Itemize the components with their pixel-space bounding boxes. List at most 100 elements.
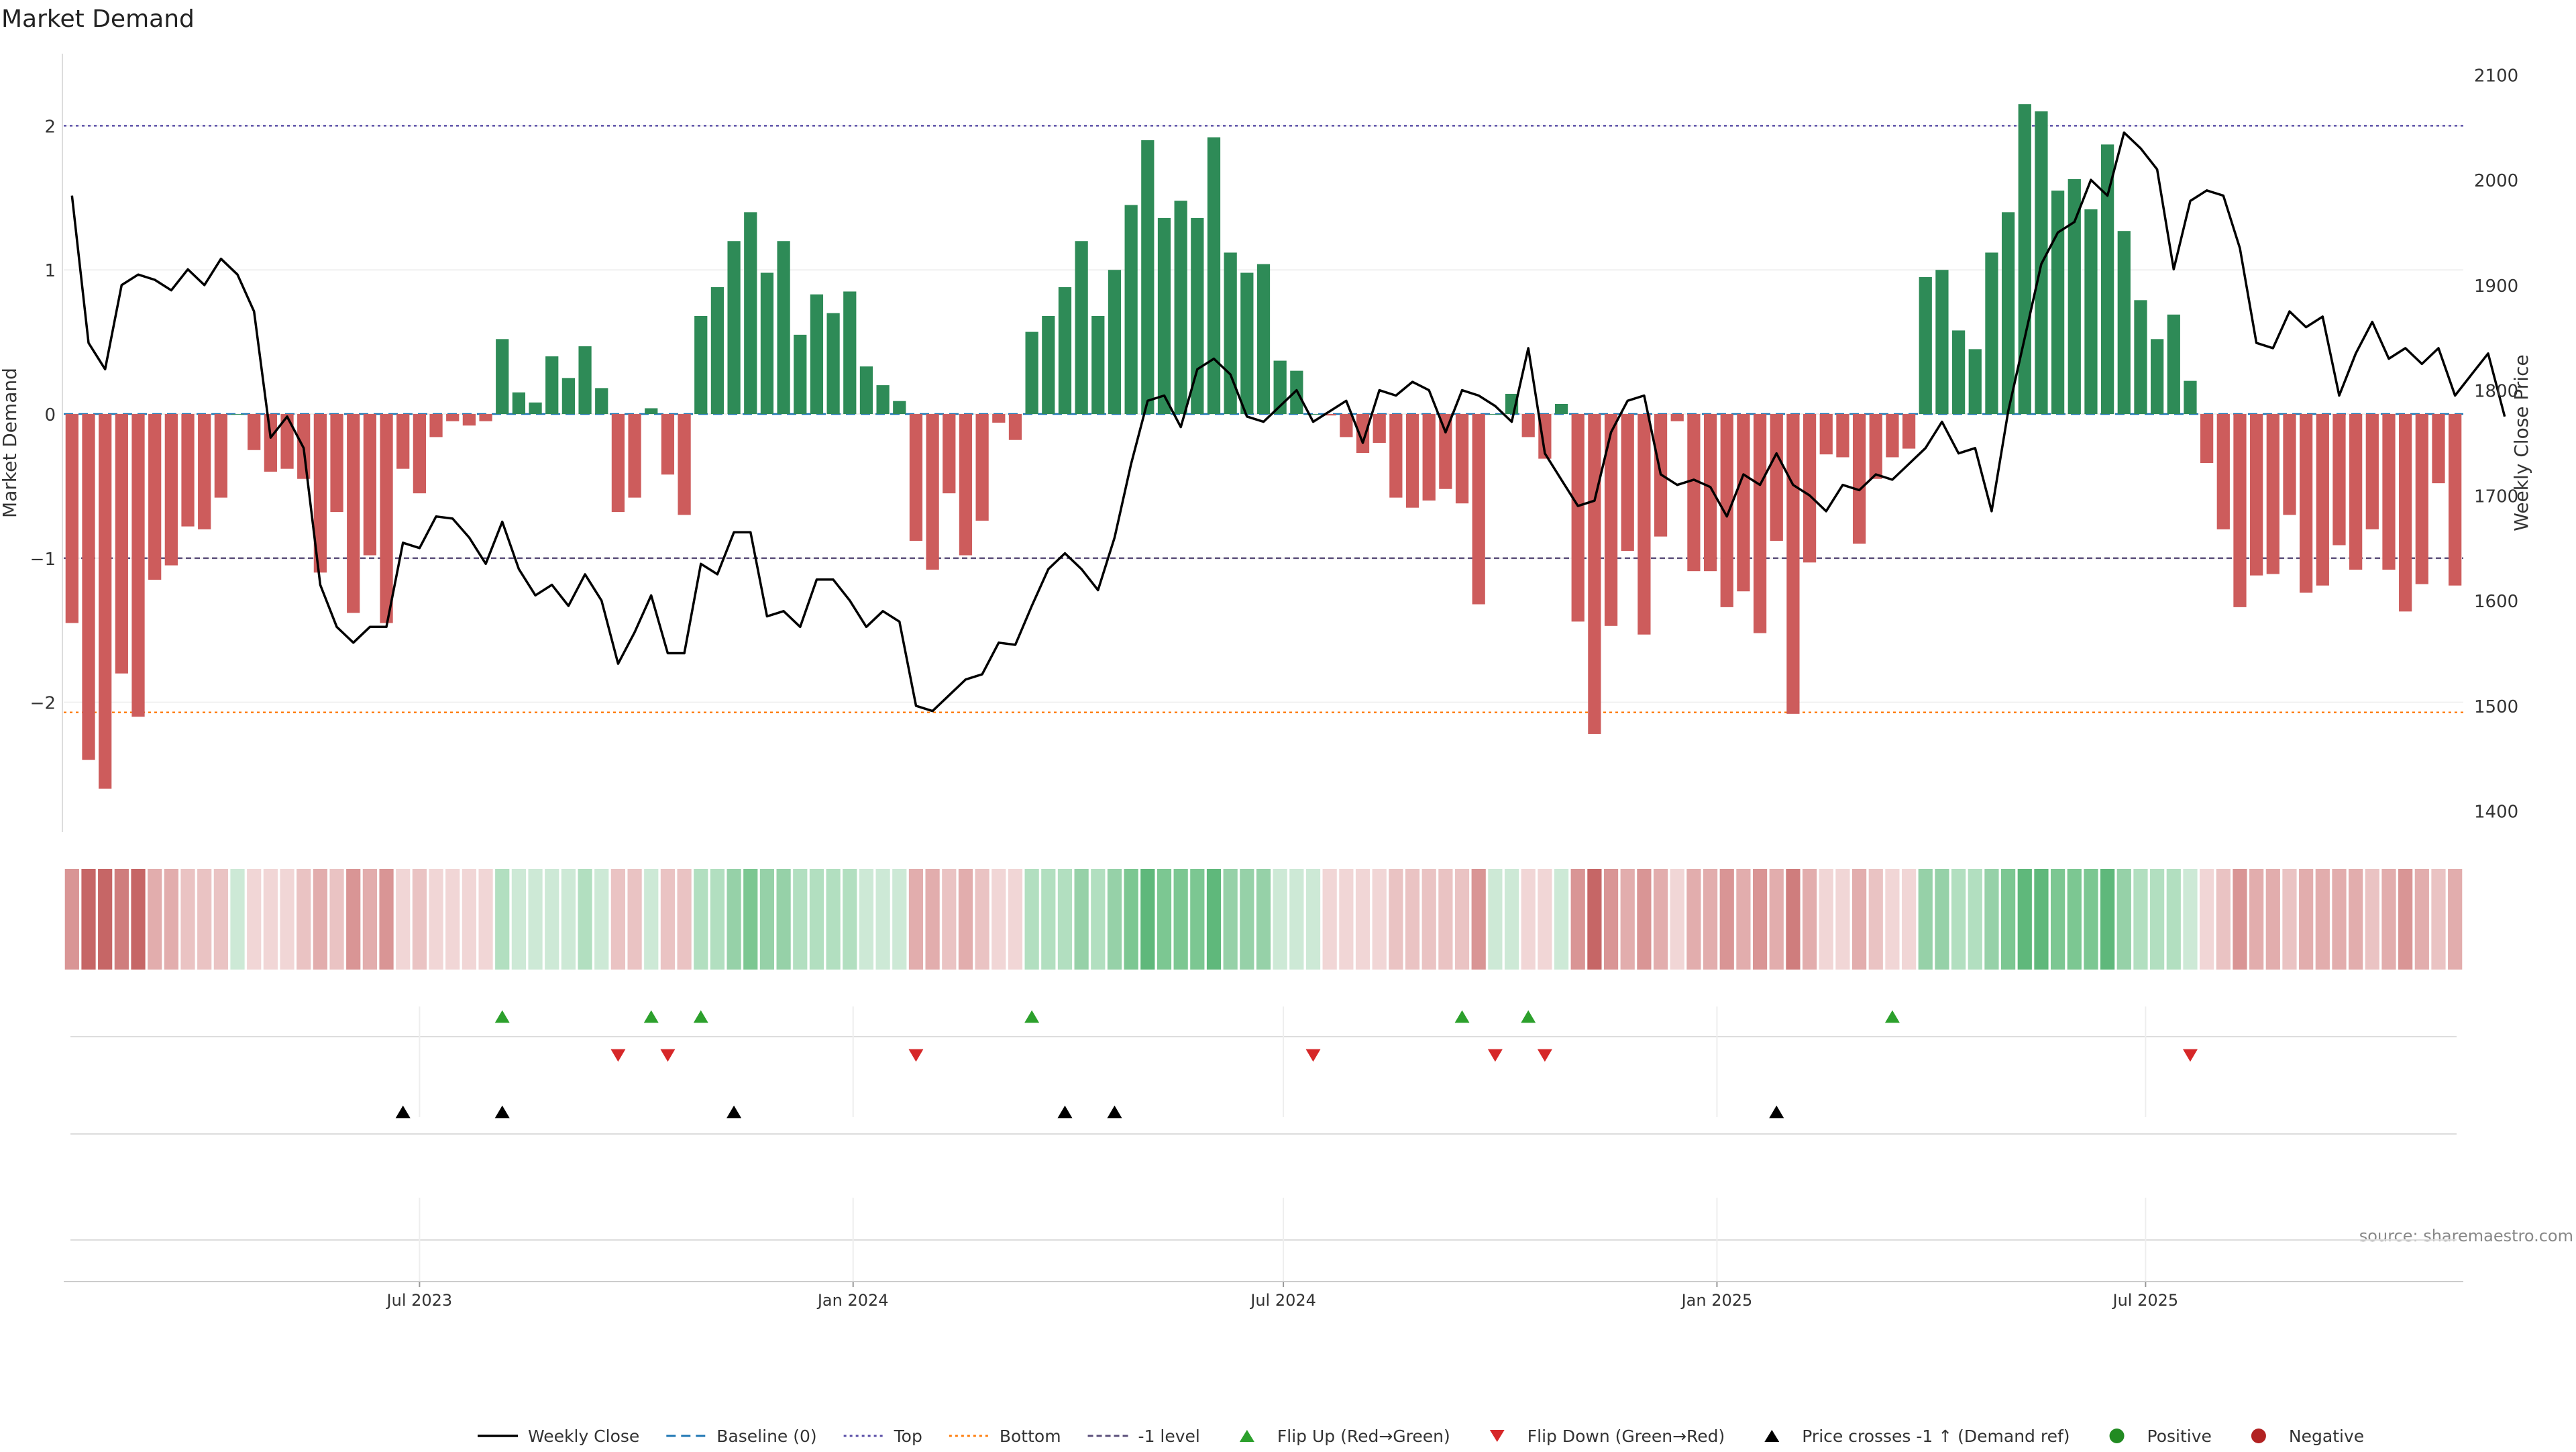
heat-cell — [64, 869, 79, 970]
y2-tick-label: 1900 — [2474, 276, 2518, 297]
demand-bar — [1207, 137, 1221, 415]
heat-cell — [2299, 869, 2314, 970]
demand-bar — [496, 339, 509, 415]
demand-bar — [1141, 140, 1155, 415]
legend-item: Negative — [2251, 1427, 2364, 1446]
heat-cell — [180, 869, 195, 970]
demand-bar — [1157, 217, 1171, 415]
legend-label: Price crosses -1 ↑ (Demand ref) — [1802, 1427, 2070, 1446]
heat-cell — [2034, 869, 2049, 970]
demand-bar — [1455, 414, 1469, 504]
demand-bar — [826, 313, 840, 415]
demand-bar — [645, 408, 658, 415]
weekly-close-polyline — [70, 131, 2506, 713]
legend-swatch — [1489, 1430, 1505, 1442]
heat-cell — [1901, 869, 1917, 970]
heat-cell — [1008, 869, 1023, 970]
heat-cell — [2133, 869, 2148, 970]
heat-cell — [1488, 869, 1503, 970]
y2-tick-label: 1400 — [2474, 802, 2518, 823]
heat-cell — [727, 869, 741, 970]
heat-cell — [875, 869, 890, 970]
heat-cell — [975, 869, 989, 970]
y2-axis-label: Weekly Close Price — [2510, 354, 2532, 531]
demand-bar — [231, 414, 244, 415]
demand-bar — [744, 212, 757, 415]
demand-bar — [429, 414, 443, 437]
demand-bar — [893, 401, 906, 415]
legend-item: Price crosses -1 ↑ (Demand ref) — [1764, 1427, 2070, 1446]
heat-cell — [1389, 869, 1403, 970]
heat-cell — [578, 869, 592, 970]
demand-bar — [727, 241, 741, 415]
heat-cell — [1339, 869, 1354, 970]
heat-cell — [313, 869, 327, 970]
x-tick-label: Jul 2025 — [2112, 1291, 2179, 1310]
heat-cell — [1091, 869, 1106, 970]
x-tick-label: Jan 2024 — [816, 1291, 889, 1310]
heat-cell — [677, 869, 692, 970]
demand-bar — [794, 334, 807, 415]
demand-bar — [595, 388, 608, 415]
heat-cell — [2332, 869, 2347, 970]
legend-swatch — [2251, 1429, 2266, 1443]
heat-cell — [2200, 869, 2214, 970]
legend-swatch — [1239, 1430, 1254, 1442]
heat-cell — [2381, 869, 2396, 970]
heat-cell — [627, 869, 642, 970]
heat-cell — [958, 869, 973, 970]
heat-cell — [1703, 869, 1718, 970]
legend-label: Negative — [2289, 1427, 2364, 1446]
heat-cell — [1289, 869, 1304, 970]
heat-cell — [2084, 869, 2098, 970]
heat-cell — [478, 869, 493, 970]
heat-cell — [2282, 869, 2297, 970]
demand-bar — [1819, 414, 1833, 455]
heat-cell — [528, 869, 543, 970]
heat-cell — [1041, 869, 1056, 970]
price-cross-marker — [1107, 1105, 1122, 1119]
heat-cell — [2414, 869, 2429, 970]
heat-cell — [908, 869, 924, 970]
demand-bar — [909, 414, 923, 541]
heat-cell — [1686, 869, 1701, 970]
heat-cell — [396, 869, 411, 970]
y2-tick-label: 2100 — [2474, 66, 2518, 86]
demand-bar — [164, 414, 178, 566]
heat-cell — [429, 869, 443, 970]
demand-bar — [82, 414, 95, 760]
legend-label: Bottom — [1000, 1427, 1061, 1446]
demand-bar — [396, 414, 410, 469]
x-tick-label: Jul 2023 — [386, 1291, 453, 1310]
heat-cell — [297, 869, 311, 970]
heat-cell — [1057, 869, 1073, 970]
heat-cell — [263, 869, 278, 970]
heat-cell — [213, 869, 228, 970]
demand-bar — [2415, 414, 2428, 584]
heat-cell — [2265, 869, 2280, 970]
heat-cell — [462, 869, 476, 970]
demand-bar — [1008, 414, 1022, 440]
demand-bar — [2250, 414, 2263, 576]
heat-cell — [247, 869, 262, 970]
demand-bar — [1422, 414, 1436, 501]
demand-bar — [2349, 414, 2363, 570]
heat-cell — [1637, 869, 1652, 970]
demand-bar — [1075, 241, 1088, 415]
demand-bar — [992, 414, 1006, 423]
heat-cell — [710, 869, 725, 970]
heat-cell — [230, 869, 245, 970]
price-cross-marker — [1057, 1105, 1073, 1119]
heat-cell — [561, 869, 576, 970]
legend-item: Baseline (0) — [666, 1427, 817, 1446]
heat-cell — [610, 869, 626, 970]
demand-bar — [843, 291, 857, 415]
axis-labels: 2 1 0 −1 −2 2100 2000 1900 1800 1700 1600 1500 1400 — [30, 66, 2519, 822]
flip-up-marker — [1521, 1010, 1536, 1023]
demand-bar — [1521, 414, 1535, 437]
demand-bar — [876, 385, 890, 415]
demand-bar — [1902, 414, 1916, 449]
heat-cell — [148, 869, 162, 970]
demand-bar — [115, 414, 128, 674]
